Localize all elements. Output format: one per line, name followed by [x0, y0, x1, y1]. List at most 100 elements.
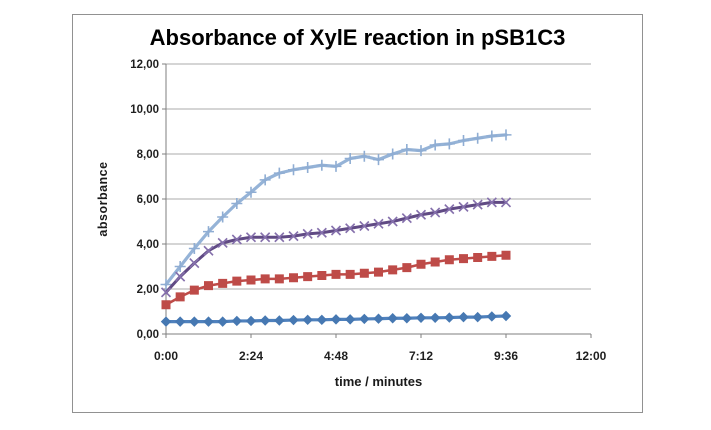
marker-x: [444, 204, 455, 215]
marker-diamond: [458, 311, 469, 323]
marker-diamond: [472, 311, 483, 323]
marker-x: [231, 234, 242, 245]
marker-diamond: [174, 316, 186, 327]
marker-diamond: [160, 316, 172, 327]
marker-x: [217, 237, 228, 248]
marker-plus: [174, 261, 186, 272]
marker-diamond: [189, 316, 200, 327]
y-tick-label: 4,00: [137, 239, 159, 251]
marker-diamond: [274, 315, 285, 326]
marker-plus: [344, 153, 356, 164]
marker-diamond: [288, 314, 299, 326]
marker-square: [388, 265, 398, 275]
marker-x: [160, 287, 172, 298]
marker-square: [189, 285, 199, 295]
marker-diamond: [429, 312, 441, 323]
marker-plus: [387, 148, 399, 160]
y-tick-label: 6,00: [137, 194, 159, 206]
marker-plus: [401, 144, 413, 155]
marker-plus: [245, 186, 257, 198]
marker-x: [245, 232, 257, 243]
marker-x: [500, 197, 512, 208]
marker-x: [430, 207, 441, 218]
y-tick-label: 10,00: [130, 104, 159, 116]
marker-x: [260, 232, 271, 243]
marker-plus: [429, 139, 441, 151]
marker-x: [330, 225, 342, 236]
x-tick-label: 4:48: [324, 349, 348, 363]
chart-frame: [72, 14, 643, 413]
marker-plus: [500, 129, 512, 141]
marker-diamond: [217, 316, 228, 327]
marker-square: [331, 269, 341, 279]
marker-plus: [458, 135, 469, 146]
marker-square: [246, 275, 256, 285]
marker-square: [444, 255, 454, 265]
marker-x: [359, 220, 370, 232]
marker-plus: [358, 150, 370, 162]
marker-x: [175, 271, 186, 282]
marker-x: [316, 227, 327, 238]
marker-x: [189, 258, 200, 269]
marker-diamond: [344, 314, 356, 325]
marker-plus: [330, 160, 342, 172]
marker-x: [302, 228, 313, 239]
x-tick-label: 12:00: [576, 349, 607, 363]
marker-diamond: [415, 312, 427, 323]
x-tick-label: 7:12: [409, 349, 433, 363]
marker-x: [373, 218, 384, 229]
marker-diamond: [401, 313, 413, 324]
marker-plus: [288, 164, 299, 176]
marker-plus: [217, 211, 229, 223]
marker-plus: [316, 159, 328, 171]
marker-square: [204, 281, 213, 291]
marker-square: [501, 250, 511, 260]
x-tick-label: 2:24: [239, 349, 263, 363]
marker-diamond: [302, 314, 313, 326]
marker-x: [458, 201, 469, 212]
marker-plus: [302, 162, 314, 173]
marker-square: [487, 251, 497, 261]
marker-square: [359, 268, 369, 278]
marker-square: [161, 300, 171, 310]
marker-plus: [472, 132, 484, 144]
y-tick-label: 12,00: [130, 59, 159, 71]
marker-square: [345, 269, 355, 279]
marker-square: [459, 254, 468, 264]
marker-plus: [486, 130, 498, 142]
marker-square: [274, 274, 284, 284]
marker-diamond: [231, 315, 243, 327]
marker-diamond: [330, 314, 342, 325]
marker-x: [401, 213, 412, 224]
marker-plus: [188, 243, 200, 254]
marker-diamond: [486, 311, 498, 322]
marker-x: [472, 199, 483, 210]
y-tick-label: 0,00: [137, 329, 159, 341]
y-tick-label: 8,00: [137, 149, 159, 161]
marker-square: [232, 276, 242, 286]
marker-square: [374, 267, 383, 277]
marker-square: [317, 271, 327, 280]
marker-plus: [160, 279, 172, 290]
marker-diamond: [316, 314, 328, 326]
marker-diamond: [444, 312, 455, 323]
marker-plus: [443, 138, 455, 150]
marker-square: [289, 273, 298, 283]
x-axis-title: time / minutes: [334, 374, 423, 389]
chart-title: Absorbance of XylE reaction in pSB1C3: [149, 25, 566, 50]
marker-x: [274, 232, 285, 243]
marker-square: [416, 259, 426, 269]
marker-diamond: [245, 315, 257, 327]
marker-plus: [415, 145, 427, 157]
x-tick-label: 9:36: [494, 349, 518, 363]
x-tick-label: 0:00: [154, 349, 178, 363]
marker-square: [473, 253, 483, 262]
series-line-red-square: [164, 253, 508, 307]
marker-x: [203, 245, 214, 256]
marker-plus: [373, 154, 384, 166]
marker-square: [430, 257, 440, 267]
marker-plus: [259, 174, 271, 186]
marker-x: [288, 231, 299, 242]
